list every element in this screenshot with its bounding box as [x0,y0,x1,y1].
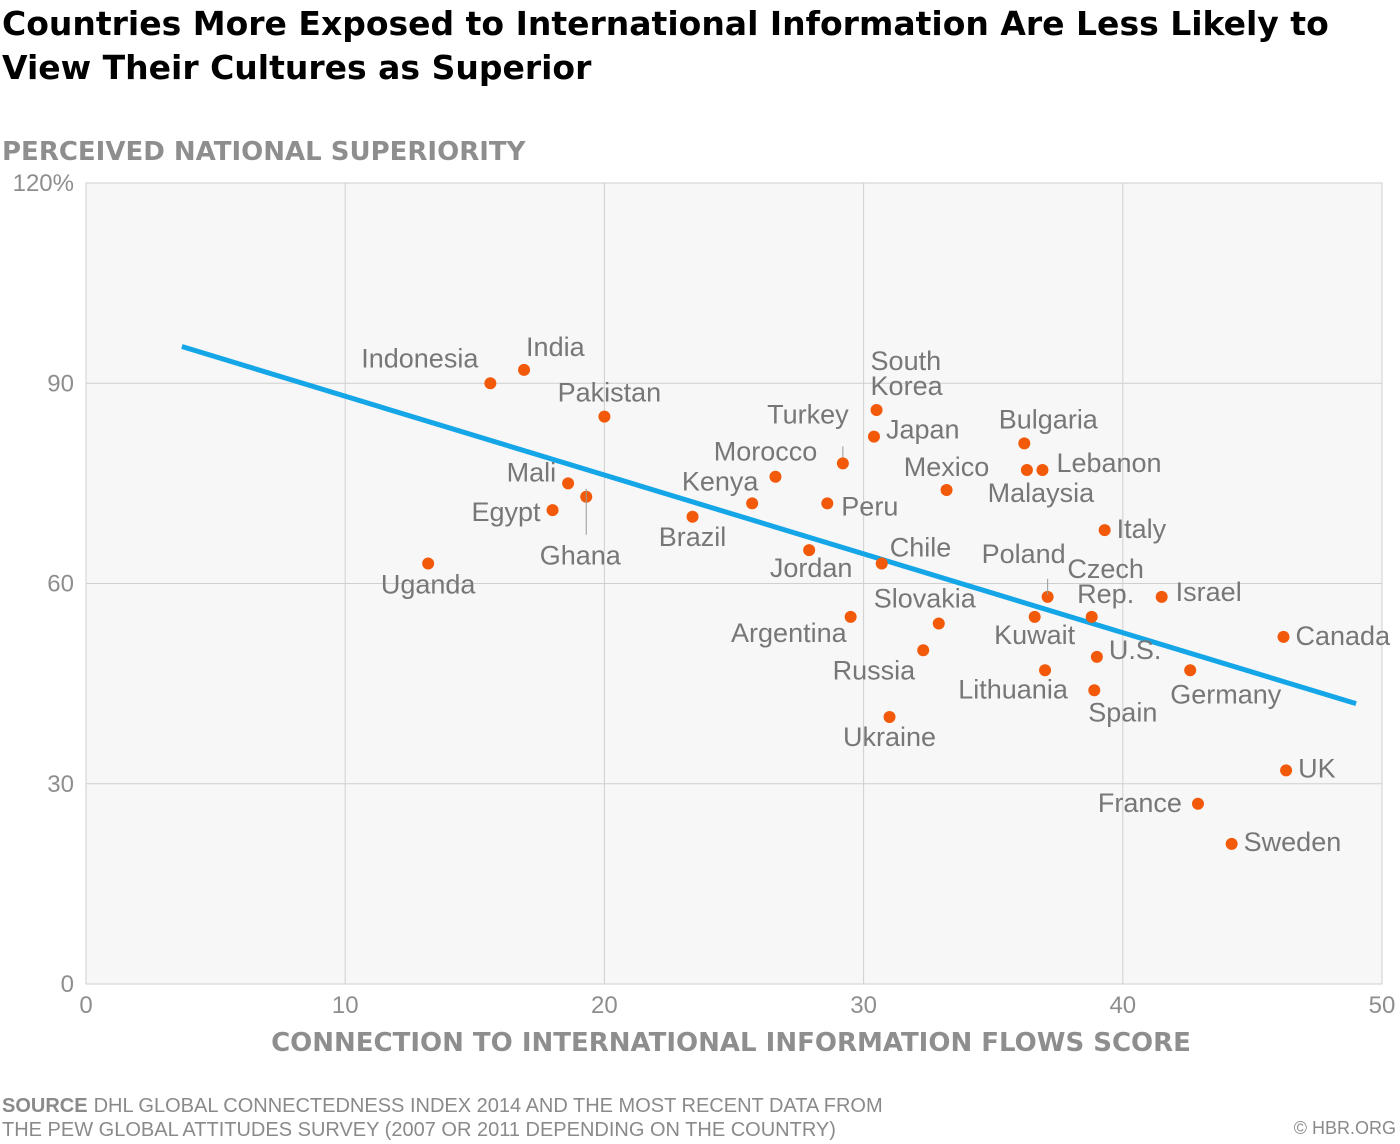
y-tick-label: 0 [61,971,74,998]
label-brazil: Brazil [659,522,727,552]
label-ghana: Ghana [540,541,622,571]
point-canada [1277,630,1290,643]
point-italy [1098,524,1111,537]
x-tick-label: 50 [1369,992,1396,1019]
y-axis-ticks: 0 30 60 90 120% [13,170,74,998]
point-egypt [546,504,559,517]
label-turkey: Turkey [767,399,849,429]
label-uk: UK [1298,753,1336,783]
label-pakistan: Pakistan [558,378,662,408]
label-malaysia: Malaysia [988,478,1096,508]
label-canada: Canada [1296,621,1392,651]
label-israel: Israel [1176,577,1242,607]
x-tick-label: 10 [332,992,359,1019]
point-mexico [940,484,953,497]
y-tick-label: 30 [47,771,74,798]
label-bulgaria: Bulgaria [999,404,1099,434]
point-bulgaria [1018,437,1031,450]
label-peru: Peru [841,491,898,521]
label-lebanon: Lebanon [1056,448,1161,478]
label-jordan: Jordan [770,553,853,583]
point-kuwait [1028,610,1041,623]
y-tick-label: 120% [13,170,74,197]
source-line-2: THE PEW GLOBAL ATTITUDES SURVEY (2007 OR… [2,1119,836,1141]
chart-title: Countries More Exposed to International … [2,4,1329,87]
y-tick-label: 60 [47,571,74,598]
point-peru [821,497,834,510]
point-india [518,363,531,376]
source-note: SOURCE DHL GLOBAL CONNECTEDNESS INDEX 201… [2,1094,883,1142]
point-israel [1155,590,1168,603]
point-labels: Indonesia India Pakistan Mali Egypt Ghana Ugan… [361,332,1391,857]
label-italy: Italy [1117,514,1167,544]
label-germany: Germany [1170,679,1282,709]
label-ukraine: Ukraine [843,722,936,752]
point-indonesia [484,377,497,390]
label-mexico: Mexico [904,452,990,482]
label-argentina: Argentina [731,618,848,648]
label-kenya: Kenya [682,466,760,496]
point-morocco [769,470,782,483]
point-france [1191,797,1204,810]
point-brazil [686,510,699,523]
x-axis-ticks: 0 10 20 30 40 50 [79,992,1395,1019]
x-tick-label: 0 [79,992,92,1019]
point-japan [867,430,880,443]
label-kuwait: Kuwait [994,620,1076,650]
label-russia: Russia [833,655,917,685]
source-line-1: DHL GLOBAL CONNECTEDNESS INDEX 2014 AND … [93,1095,883,1117]
label-morocco: Morocco [714,437,818,467]
label-u-s: U.S. [1109,635,1162,665]
label-india: India [526,332,586,362]
point-jordan [803,544,816,557]
label-france: France [1098,788,1182,818]
point-ukraine [883,711,896,723]
trend-line [181,344,1357,707]
point-uk [1280,764,1293,777]
label-mali: Mali [507,457,557,487]
label-czech-rep: Czech Rep. [1067,554,1144,609]
point-spain [1088,684,1101,697]
point-russia [917,644,930,657]
point-mali [562,477,575,490]
x-tick-label: 30 [850,992,877,1019]
point-poland [1041,590,1054,603]
point-czech-rep [1085,610,1098,623]
label-uganda: Uganda [381,569,477,599]
source-label: SOURCE [2,1095,88,1117]
point-uganda [422,557,435,570]
point-lebanon [1036,464,1049,477]
point-sweden [1225,837,1238,850]
label-japan: Japan [886,415,960,445]
credit: © HBR.ORG [1293,1118,1396,1138]
x-tick-label: 40 [1109,992,1136,1019]
point-slovakia [932,617,945,630]
label-poland: Poland [982,539,1066,569]
y-tick-label: 90 [47,370,74,397]
x-tick-label: 20 [591,992,618,1019]
point-south-korea [870,403,883,416]
label-spain: Spain [1088,697,1157,727]
y-axis-title: PERCEIVED NATIONAL SUPERIORITY [2,137,527,167]
point-argentina [844,610,857,623]
point-turkey [836,457,849,470]
x-axis-title: CONNECTION TO INTERNATIONAL INFORMATION … [271,1028,1191,1058]
label-lithuania: Lithuania [958,674,1069,704]
point-malaysia [1020,464,1033,477]
point-chile [875,557,888,570]
point-germany [1184,664,1197,677]
label-sweden: Sweden [1244,827,1342,857]
point-pakistan [598,410,611,423]
label-slovakia: Slovakia [874,584,977,614]
label-chile: Chile [890,532,952,562]
point-u-s [1090,650,1103,663]
label-indonesia: Indonesia [361,343,479,373]
point-lithuania [1039,664,1052,677]
data-points [422,363,1293,850]
label-egypt: Egypt [472,497,542,527]
point-kenya [746,497,759,510]
label-south-korea: South Korea [871,346,944,401]
